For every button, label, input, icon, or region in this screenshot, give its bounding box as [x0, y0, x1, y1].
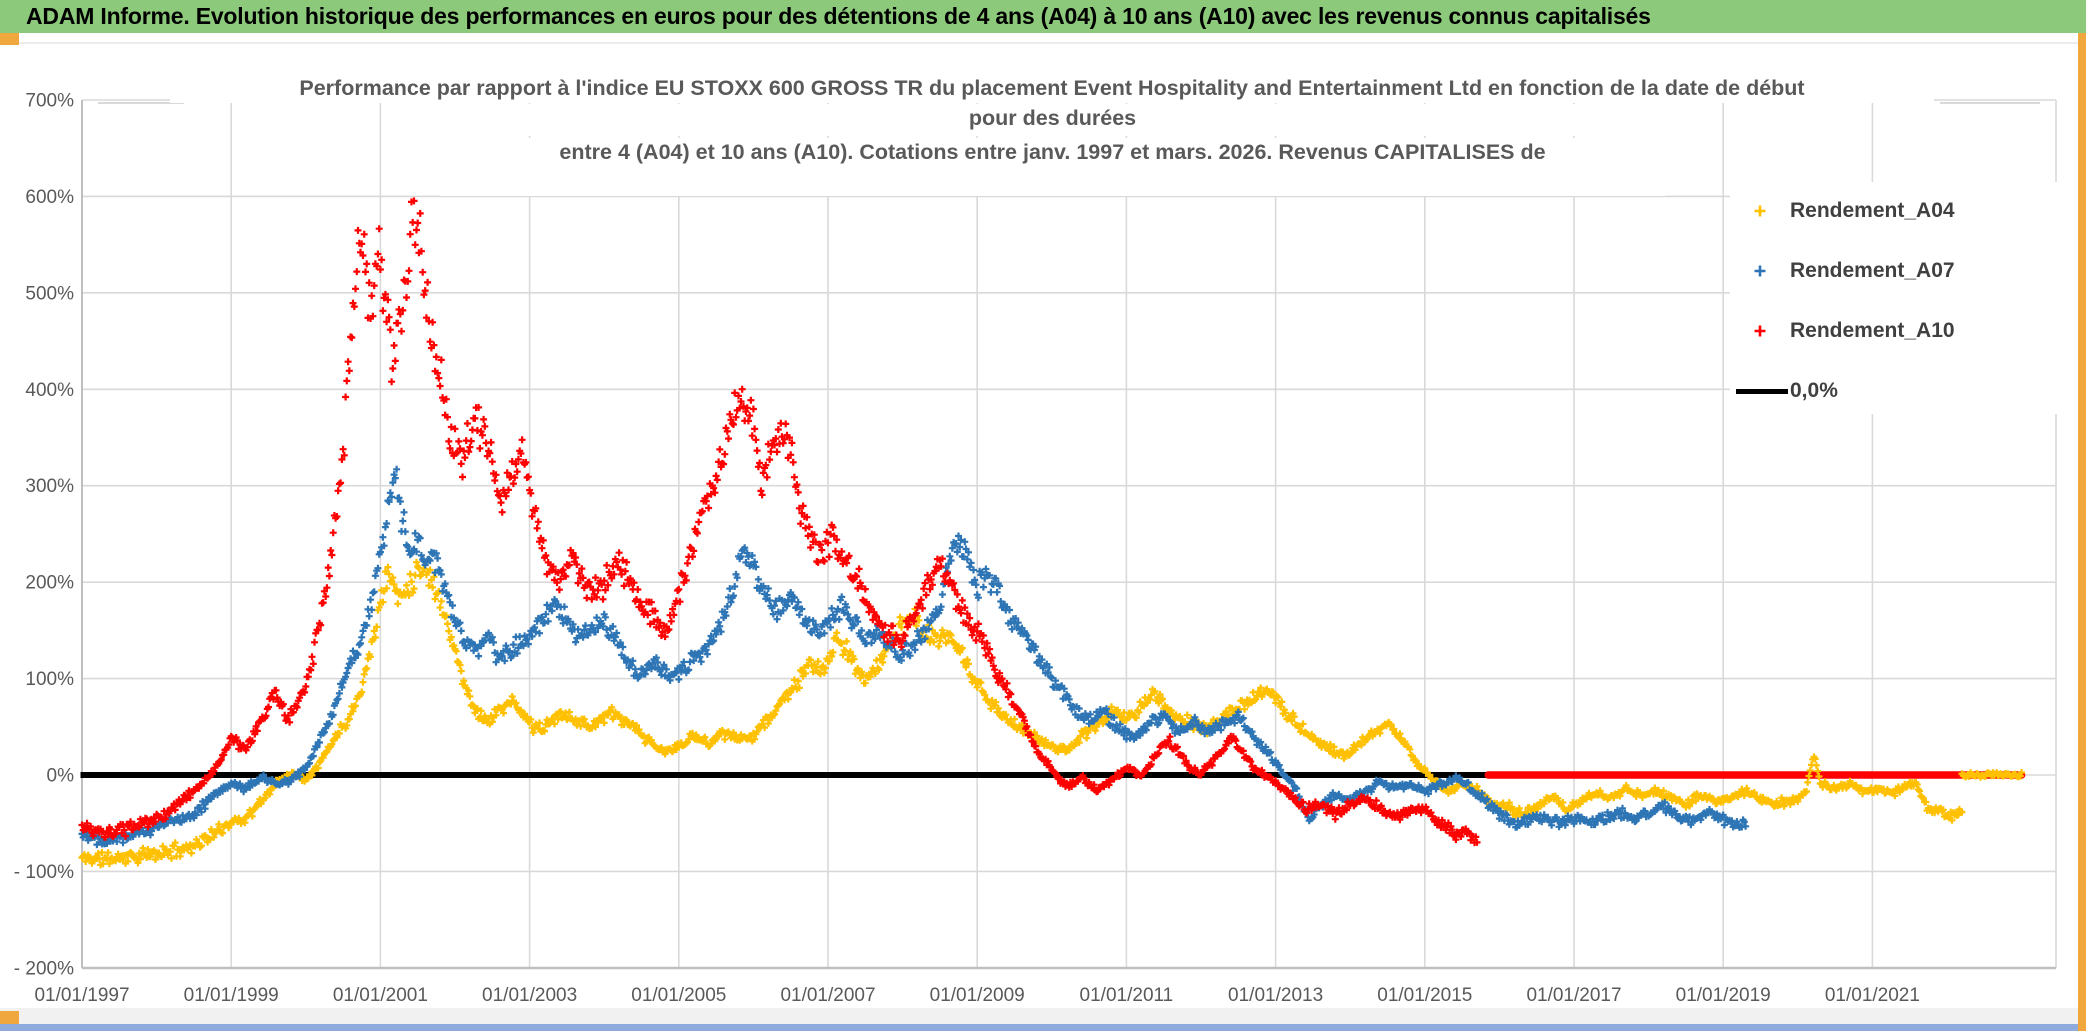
x-axis-tick-label: 01/01/2021 [1825, 985, 1920, 1006]
x-axis-tick-label: 01/01/1999 [184, 985, 279, 1006]
x-axis-tick-label: 01/01/1997 [34, 985, 129, 1006]
title-rule-right [1940, 102, 2040, 104]
scatter-series-rendement_a10 [78, 197, 1481, 847]
y-axis-tick-label: 0% [47, 766, 75, 787]
y-axis-tick-label: - 100% [14, 862, 74, 883]
bottom-blue-strip [0, 1024, 2086, 1031]
header-bar: ADAM Informe. Evolution historique des p… [0, 0, 2086, 33]
x-axis-tick-label: 01/01/2017 [1526, 985, 1621, 1006]
y-axis-tick-label: - 200% [14, 958, 74, 979]
header-rule [19, 42, 2078, 44]
legend-item-a04: Rendement_A04 [1730, 196, 2060, 226]
x-axis-tick-label: 01/01/2005 [631, 985, 726, 1006]
plus-marker-icon [1730, 264, 1790, 278]
y-axis-tick-label: 500% [25, 283, 74, 304]
x-axis-tick-label: 01/01/2007 [780, 985, 875, 1006]
x-axis-tick-label: 01/01/2009 [930, 985, 1025, 1006]
legend-item-zero-line: 0,0% [1730, 376, 2060, 406]
chart-legend: Rendement_A04 Rendement_A07 Rendement_A1… [1730, 182, 2060, 414]
scatter-series-rendement_a07 [78, 465, 1750, 849]
legend-item-a10: Rendement_A10 [1730, 316, 2060, 346]
y-axis-tick-label: 200% [25, 573, 74, 594]
x-axis-tick-label: 01/01/2015 [1377, 985, 1472, 1006]
plus-marker-icon [1730, 204, 1790, 218]
chart-title-line-3: entre 4 (A04) et 10 ans (A10). Cotations… [440, 138, 1665, 196]
title-rule-left [98, 102, 184, 104]
chart-title-line-2: pour des durées [440, 104, 1665, 136]
legend-label: 0,0% [1790, 379, 1838, 402]
plus-marker-icon [1730, 324, 1790, 338]
legend-label: Rendement_A07 [1790, 259, 1955, 282]
x-axis-tick-label: 01/01/2013 [1228, 985, 1323, 1006]
right-orange-strip [2078, 33, 2086, 1031]
legend-label: Rendement_A10 [1790, 319, 1955, 342]
orange-corner-accent [0, 33, 19, 45]
bottom-gray-strip [0, 1008, 2086, 1024]
x-axis-tick-label: 01/01/2001 [333, 985, 428, 1006]
x-axis-tick-label: 01/01/2003 [482, 985, 577, 1006]
orange-corner-accent [0, 1011, 19, 1024]
legend-label: Rendement_A04 [1790, 199, 1955, 222]
legend-item-a07: Rendement_A07 [1730, 256, 2060, 286]
y-axis-tick-label: 600% [25, 187, 74, 208]
x-axis-tick-label: 01/01/2019 [1676, 985, 1771, 1006]
y-axis-tick-label: 400% [25, 380, 74, 401]
x-axis-tick-label: 01/01/2011 [1080, 985, 1174, 1006]
chart-title-line-1: Performance par rapport à l'indice EU ST… [170, 74, 1934, 103]
zero-line-swatch [1730, 388, 1790, 394]
y-axis-tick-label: 100% [25, 669, 74, 690]
y-axis-tick-label: 700% [25, 90, 74, 111]
y-axis-tick-label: 300% [25, 476, 74, 497]
header-title: ADAM Informe. Evolution historique des p… [26, 3, 1651, 29]
